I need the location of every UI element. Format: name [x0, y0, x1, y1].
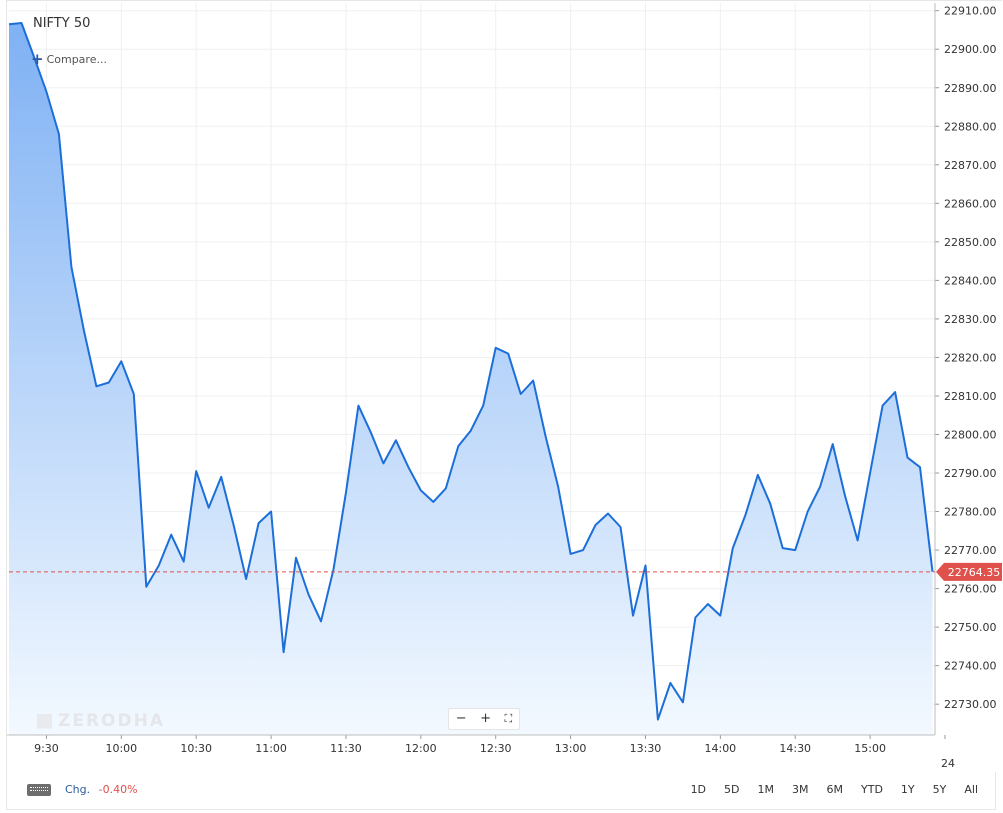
zoom-in-button[interactable]: + — [480, 711, 492, 726]
zoom-out-button[interactable]: − — [455, 711, 467, 726]
range-button-1d[interactable]: 1D — [690, 783, 707, 796]
y-tick-label: 22790.00 — [944, 467, 997, 480]
price-chart: 22910.00 22900.00 22890.00 22880.00 22870.00… — [7, 3, 1002, 770]
chg-label: Chg. — [65, 783, 91, 796]
x-tick-label: 10:00 — [105, 742, 137, 755]
y-tick-label: 22730.00 — [944, 698, 997, 711]
range-button-all[interactable]: All — [964, 783, 978, 796]
price-area-fill — [9, 23, 933, 735]
x-tick-label: 12:30 — [480, 742, 512, 755]
compare-button[interactable]: + Compare... — [31, 50, 107, 68]
range-button-3m[interactable]: 3M — [792, 783, 809, 796]
zerodha-logo-icon — [37, 713, 52, 729]
price-line — [8, 22, 934, 721]
y-tick-label: 22890.00 — [944, 82, 997, 95]
y-tick-label: 22830.00 — [944, 313, 997, 326]
last-price-label: 22764.35 — [948, 566, 1001, 579]
x-tick-label: 14:00 — [704, 742, 736, 755]
range-button-1y[interactable]: 1Y — [900, 783, 915, 796]
last-price-tag — [936, 562, 1002, 581]
y-tick-label: 22770.00 — [944, 544, 997, 557]
x-tick-label: 15:00 — [854, 742, 886, 755]
range-button-6m[interactable]: 6M — [826, 783, 844, 796]
y-tick-label: 22910.00 — [944, 5, 997, 18]
plus-icon: + — [31, 50, 44, 68]
range-button-1m[interactable]: 1M — [757, 783, 775, 796]
range-button-5y[interactable]: 5Y — [932, 783, 947, 796]
symbol-title: NIFTY 50 — [33, 16, 91, 31]
keyboard-icon[interactable] — [27, 784, 51, 796]
x-tick-label: 13:30 — [630, 742, 662, 755]
watermark: ZERODHA — [37, 711, 165, 731]
x-tick-label: 14:30 — [779, 742, 811, 755]
fit-screen-icon[interactable]: ⛶ — [504, 712, 513, 725]
y-tick-label: 22880.00 — [944, 120, 997, 133]
x-tick-label: 13:00 — [555, 742, 587, 755]
y-tick-label: 22900.00 — [944, 43, 997, 56]
range-button-ytd[interactable]: YTD — [861, 783, 883, 796]
y-tick-label: 22780.00 — [944, 506, 997, 519]
y-tick-label: 22840.00 — [944, 274, 997, 287]
change-readout: Chg. -0.40% — [65, 783, 138, 796]
x-tick-label: 9:30 — [34, 742, 59, 755]
x-tick-label: 12:00 — [405, 742, 437, 755]
range-button-5d[interactable]: 5D — [724, 783, 740, 796]
y-tick-label: 22740.00 — [944, 660, 997, 673]
y-tick-label: 22870.00 — [944, 159, 997, 172]
zoom-controls: − + ⛶ — [448, 708, 520, 730]
y-tick-label: 22850.00 — [944, 236, 997, 249]
x-tick-label: 11:00 — [255, 742, 287, 755]
x-tick-label: 24 — [941, 757, 955, 770]
y-tick-label: 22820.00 — [944, 351, 997, 364]
watermark-text: ZERODHA — [58, 711, 165, 731]
bottom-toolbar: Chg. -0.40% 1D 5D 1M 3M 6M YTD 1Y 5Y All — [6, 772, 996, 810]
compare-label: Compare... — [46, 53, 107, 66]
y-tick-label: 22860.00 — [944, 197, 997, 210]
range-selector: 1D 5D 1M 3M 6M YTD 1Y 5Y All — [682, 783, 987, 796]
y-tick-label: 22760.00 — [944, 583, 997, 596]
y-tick-label: 22810.00 — [944, 390, 997, 403]
x-tick-label: 10:30 — [180, 742, 212, 755]
chart-area: 22910.00 22900.00 22890.00 22880.00 22870.00… — [6, 0, 1002, 772]
chg-value: -0.40% — [98, 783, 138, 796]
x-tick-label: 11:30 — [330, 742, 362, 755]
y-tick-label: 22800.00 — [944, 428, 997, 441]
y-tick-label: 22750.00 — [944, 621, 997, 634]
